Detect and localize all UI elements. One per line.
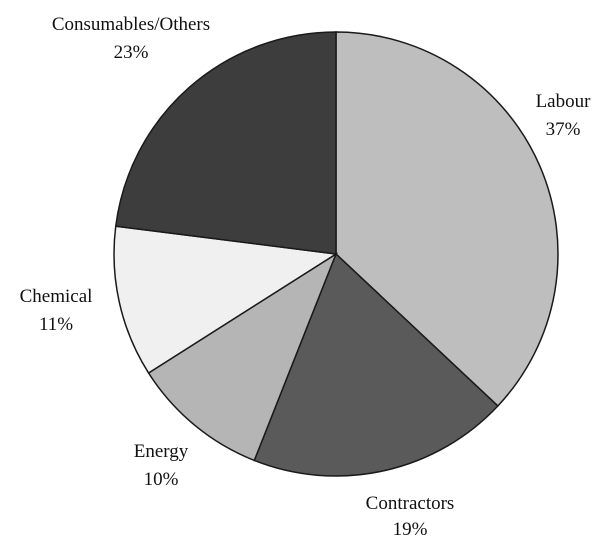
label-consumables-pct: 23% <box>114 42 149 63</box>
label-chemical-pct: 11% <box>39 314 73 335</box>
pie-slice-contractors <box>253 252 499 477</box>
label-chemical-name: Chemical <box>20 286 93 307</box>
label-energy-pct: 10% <box>144 469 179 490</box>
label-consumables-name: Consumables/Others <box>52 14 210 35</box>
label-energy-name: Energy <box>134 441 189 462</box>
label-contractors-pct: 19% <box>393 519 428 540</box>
pie-slice-consumables-others <box>114 31 337 255</box>
pie-slice-energy <box>147 252 338 462</box>
label-labour-pct: 37% <box>546 119 581 140</box>
pie-slice-labour <box>335 31 559 408</box>
pie-slice-chemical <box>113 225 339 374</box>
label-labour-name: Labour <box>536 91 592 112</box>
label-contractors-name: Contractors <box>366 493 455 514</box>
pie-slices <box>113 31 559 477</box>
